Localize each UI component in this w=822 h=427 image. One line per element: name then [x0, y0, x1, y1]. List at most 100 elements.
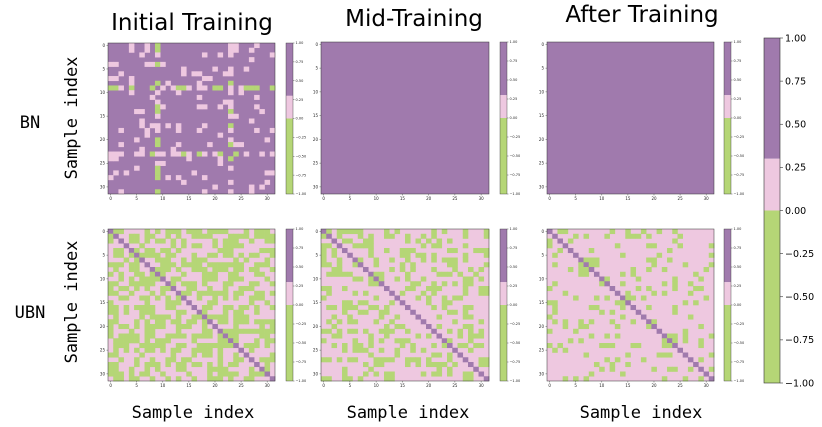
- colorbar-tick-label: 0.50: [510, 78, 518, 82]
- heatmap-cell: [243, 229, 250, 235]
- heatmap-cell: [191, 281, 198, 287]
- heatmap-cell: [160, 286, 166, 292]
- y-tick-label: 15: [100, 114, 106, 119]
- heatmap-cell: [447, 309, 453, 315]
- heatmap-cell: [363, 238, 369, 244]
- heatmap-cell: [113, 376, 119, 382]
- heatmap-cell: [452, 309, 458, 315]
- heatmap-cell: [672, 343, 678, 349]
- heatmap-cell: [415, 295, 422, 301]
- heatmap-cell: [254, 371, 260, 377]
- heatmap-cell: [108, 229, 114, 235]
- colorbar-tick-label: 0.75: [510, 246, 518, 250]
- heatmap-cell: [160, 238, 166, 244]
- heatmap-cell: [217, 229, 224, 235]
- x-tick-label: 20: [426, 383, 432, 388]
- heatmap-cell: [118, 142, 124, 148]
- heatmap-cell: [108, 76, 114, 82]
- heatmap-cell: [123, 286, 130, 292]
- heatmap-cell: [118, 357, 124, 363]
- heatmap-cell: [186, 85, 192, 91]
- heatmap-cell: [640, 229, 647, 235]
- heatmap-cell: [646, 257, 652, 263]
- heatmap-cell: [452, 281, 458, 287]
- heatmap-cell: [228, 189, 234, 195]
- heatmap-cell: [154, 61, 161, 67]
- main-colorbar: 1.00 0.75 0.50 0.25 0.00 −0.25 −0.50 −0.75 −1.00: [763, 33, 814, 389]
- heatmap-cell: [352, 305, 359, 311]
- y-tick-label: 30: [539, 371, 545, 376]
- heatmap-cell: [661, 376, 668, 382]
- heatmap-cell: [123, 309, 130, 315]
- x-tick-label: 25: [239, 196, 245, 201]
- heatmap-cell: [108, 233, 114, 239]
- heatmap-cell: [201, 352, 208, 358]
- heatmap-cell: [144, 238, 151, 244]
- colorbar-segment: [500, 95, 507, 118]
- heatmap-cell: [243, 151, 250, 157]
- heatmap-cell: [191, 333, 198, 339]
- x-tick-label: 5: [574, 196, 577, 201]
- heatmap-cell: [473, 343, 479, 349]
- heatmap-cell: [672, 281, 678, 287]
- heatmap-cell: [368, 276, 374, 282]
- heatmap-cell: [222, 343, 229, 349]
- heatmap-cell: [269, 252, 276, 258]
- heatmap-cell: [599, 366, 605, 372]
- heatmap-cell: [588, 262, 595, 268]
- heatmap-cell: [201, 189, 208, 195]
- heatmap-cell: [646, 243, 652, 249]
- heatmap-cell: [640, 295, 647, 301]
- heatmap-cell: [373, 257, 380, 263]
- heatmap-cell: [264, 179, 271, 185]
- heatmap-panel: 0 5 10 15 20 25 30 0 5 10 15 20 25 30 1.00 0.75 0.50 0.25…: [313, 40, 520, 201]
- heatmap-cell: [160, 290, 166, 296]
- heatmap-cell: [243, 233, 250, 239]
- heatmap-cell: [269, 305, 276, 311]
- heatmap-cell: [165, 357, 171, 363]
- heatmap-cell: [170, 276, 177, 282]
- heatmap-cell: [609, 286, 616, 292]
- heatmap-cell: [593, 262, 600, 268]
- heatmap-cell: [687, 290, 694, 296]
- heatmap-cell: [620, 314, 626, 320]
- heatmap-cell: [336, 357, 343, 363]
- heatmap-cell: [228, 123, 234, 129]
- heatmap-cell: [233, 328, 239, 334]
- heatmap-cell: [399, 267, 406, 273]
- y-tick-label: 0: [315, 229, 318, 234]
- heatmap-cell: [368, 338, 374, 344]
- colorbar-tick-label: −0.75: [734, 360, 745, 364]
- colorbar-tick-label: 0.25: [734, 284, 742, 288]
- heatmap-cell: [431, 352, 437, 358]
- heatmap-cell: [473, 333, 479, 339]
- heatmap-cell: [154, 160, 161, 166]
- heatmap-cell: [552, 305, 558, 311]
- heatmap-cell: [233, 113, 239, 119]
- heatmap-cell: [269, 151, 276, 157]
- heatmap-cell: [228, 52, 234, 58]
- heatmap-cell: [233, 352, 239, 358]
- heatmap-cell: [201, 281, 208, 287]
- heatmap-cell: [207, 76, 213, 82]
- heatmap-cell: [468, 324, 474, 330]
- heatmap-cell: [635, 286, 642, 292]
- heatmap-cell: [698, 324, 704, 330]
- heatmap-panels: 0 5 10 15 20 25 30 0 5 10 15 20 25 30 1.00 0.75 0.50 0.25…: [100, 40, 744, 388]
- heatmap-cell: [139, 151, 145, 157]
- y-tick-label: 0: [102, 43, 105, 48]
- heatmap-cell: [441, 271, 448, 277]
- heatmap-cell: [113, 366, 119, 372]
- heatmap-cell: [154, 80, 161, 86]
- heatmap-cell: [134, 252, 140, 258]
- heatmap-cell: [160, 151, 166, 157]
- heatmap-cell: [139, 52, 145, 58]
- heatmap-cell: [259, 295, 265, 301]
- heatmap-cell: [436, 271, 443, 277]
- heatmap-cell: [483, 233, 490, 239]
- heatmap-cell: [462, 290, 469, 296]
- heatmap-cell: [160, 248, 166, 254]
- heatmap-cell: [118, 295, 124, 301]
- heatmap-cell: [547, 243, 553, 249]
- heatmap-cell: [248, 295, 255, 301]
